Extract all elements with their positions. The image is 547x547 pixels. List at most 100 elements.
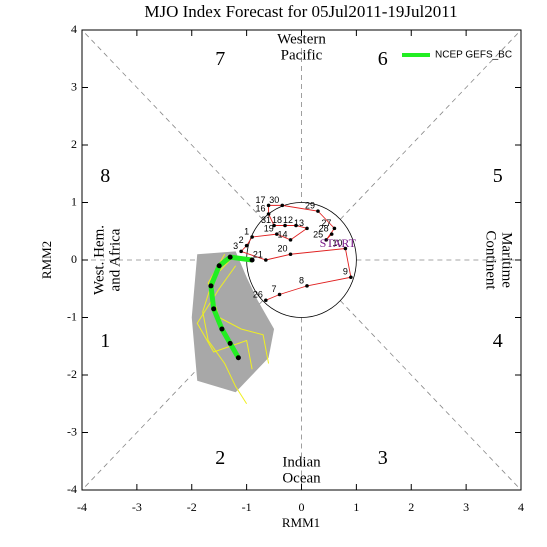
day-label: 20 [278,244,288,254]
observed-point [288,252,293,257]
day-label: 10 [332,238,342,248]
observed-point [316,209,320,213]
day-label: 30 [269,195,279,205]
observed-point [332,226,337,231]
day-label: 29 [305,201,315,211]
forecast-point [249,257,255,263]
day-label: 26 [253,290,263,300]
phase-label: 4 [493,330,503,352]
x-tick-label: -2 [187,500,197,514]
observed-point [244,243,249,248]
start-label: START [320,236,357,250]
y-tick-label: -3 [67,424,77,438]
ensemble-member [196,265,253,370]
observed-point [305,226,309,231]
observed-point [329,232,334,236]
phase-label: 1 [100,330,110,352]
y-tick-label: 1 [71,194,77,208]
day-label: 19 [264,224,274,234]
forecast-point [211,306,217,312]
x-tick-label: 1 [353,500,359,514]
region-label: Pacific [281,47,323,63]
y-tick-label: 4 [71,22,77,36]
region-label: Western [277,31,326,47]
x-tick-label: -4 [77,500,87,514]
day-label: 8 [299,275,304,285]
y-tick-label: -1 [67,309,77,323]
y-tick-label: -4 [67,482,77,496]
x-tick-label: 4 [518,500,524,514]
observed-point [294,223,298,228]
x-tick-label: -1 [242,500,252,514]
day-label: 9 [343,267,348,277]
day-label: 2 [239,235,244,245]
day-label: 3 [233,241,238,251]
region-label: Maritime [499,232,515,288]
observed-point [277,292,282,297]
phase-boundary [81,29,263,220]
phase-label: 8 [100,165,110,187]
phase-label: 7 [215,48,225,70]
observed-point [266,212,271,216]
day-label: 25 [313,229,323,239]
observed-point [283,223,287,228]
forecast-point [227,254,233,260]
day-label: 1 [244,226,249,236]
y-tick-label: 3 [71,79,77,93]
day-label: 28 [319,224,329,234]
observed-point [264,258,268,262]
y-tick-label: -2 [67,367,77,381]
day-label: 18 [272,215,282,225]
observed-point [288,238,293,242]
day-label: 12 [283,215,293,225]
observed-point [275,232,279,236]
forecast-point [227,340,233,346]
forecast-point [219,326,225,332]
phase-label: 3 [378,447,388,469]
forecast-point [235,355,241,361]
observed-point [264,298,268,303]
day-label: 14 [278,229,288,239]
observed-point [305,284,309,288]
observed-point [343,246,348,251]
y-axis-label: RMM2 [39,241,54,279]
observed-point [239,249,243,254]
region-label: Ocean [282,470,321,486]
phase-boundary [340,300,522,491]
ensemble-spread [191,251,275,393]
region-label: Indian [282,454,321,470]
day-label: 31 [261,215,271,225]
phase-label: 5 [493,165,503,187]
day-label: 7 [272,284,277,294]
x-tick-label: 0 [299,500,305,514]
day-label: 27 [321,218,331,228]
day-label: 13 [294,218,304,228]
phase-label: 2 [215,447,225,469]
phase-boundary [81,300,263,491]
forecast-point [216,263,222,269]
observed-point [266,203,271,208]
observed-point [324,238,328,242]
observed-point [272,223,276,228]
day-label: 17 [256,195,266,205]
y-tick-label: 2 [71,137,77,151]
chart-title: MJO Index Forecast for 05Jul2011-19Jul20… [144,2,457,21]
x-tick-label: -3 [132,500,142,514]
region-label: West. Hem. [91,225,107,295]
x-tick-label: 3 [463,500,469,514]
observed-point [250,235,254,239]
forecast-point [208,283,214,289]
y-tick-label: 0 [71,252,77,266]
ensemble-member [207,254,270,364]
x-tick-label: 2 [408,500,414,514]
region-label: and Africa [107,228,123,291]
legend-label: NCEP GEFS_BC [435,50,512,61]
observed-point [349,275,353,280]
region-label: Continent [483,230,499,290]
day-label: 16 [256,203,266,213]
day-label: 21 [253,249,263,259]
x-axis-label: RMM1 [282,515,320,530]
phase-label: 6 [378,48,388,70]
phase-boundary [340,29,522,220]
